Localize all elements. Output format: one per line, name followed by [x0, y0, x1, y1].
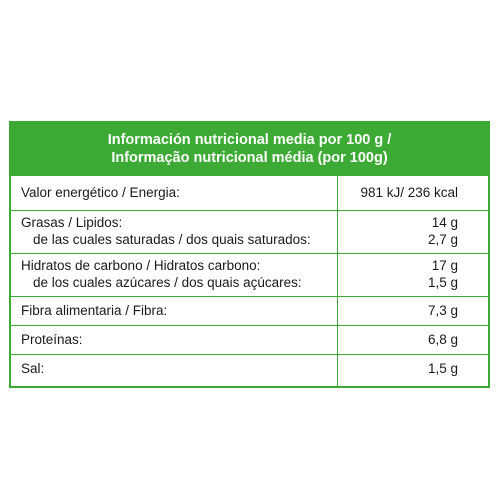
- row-sublabel: de las cuales saturadas / dos quais satu…: [33, 232, 311, 247]
- row-value: 981 kJ/ 236 kcal: [360, 185, 458, 200]
- row-subvalue: 1,5 g: [427, 275, 458, 290]
- nutrition-table: Información nutricional media por 100 g …: [9, 121, 490, 388]
- row-label: Valor energético / Energia:: [21, 185, 180, 200]
- row-value: 17 g: [431, 258, 458, 273]
- row-fibre: Fibra alimentaria / Fibra: 7,3 g: [11, 296, 488, 325]
- row-fats: Grasas / Lipidos: de las cuales saturada…: [11, 210, 488, 253]
- row-label: Hidratos de carbono / Hidratos carbono:: [21, 258, 261, 273]
- row-value: 1,5 g: [427, 361, 458, 376]
- row-subvalue: 2,7 g: [427, 232, 458, 247]
- row-label: Proteínas:: [21, 332, 83, 347]
- header-title-es: Información nutricional media por 100 g …: [107, 132, 392, 148]
- row-value: 7,3 g: [427, 303, 458, 318]
- row-label: Sal:: [21, 361, 45, 376]
- row-sublabel: de los cuales azúcares / dos quais açúca…: [33, 275, 302, 290]
- row-label: Fibra alimentaria / Fibra:: [21, 303, 168, 318]
- header-title-pt: Informação nutricional média (por 100g): [111, 150, 388, 166]
- row-salt: Sal: 1,5 g: [11, 354, 488, 386]
- row-carbs: Hidratos de carbono / Hidratos carbono: …: [11, 253, 488, 296]
- row-value: 6,8 g: [427, 332, 458, 347]
- row-energy: Valor energético / Energia: 981 kJ/ 236 …: [11, 175, 488, 210]
- row-protein: Proteínas: 6,8 g: [11, 325, 488, 354]
- row-value: 14 g: [431, 215, 458, 230]
- row-label: Grasas / Lipidos:: [21, 215, 123, 230]
- table-header: Información nutricional media por 100 g …: [11, 123, 488, 175]
